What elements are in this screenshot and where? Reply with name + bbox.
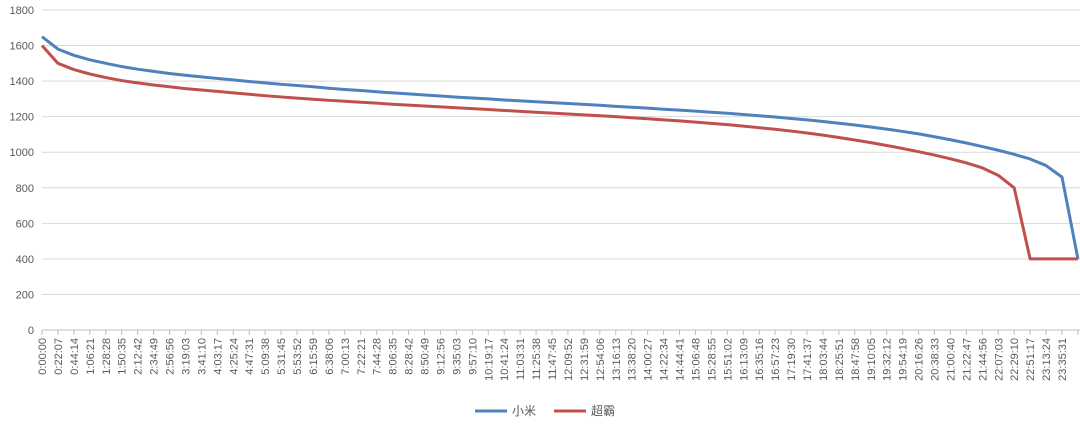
x-tick-label: 16:57:23 <box>770 338 782 381</box>
series-line <box>41 35 1080 260</box>
x-tick-label: 6:38:06 <box>324 338 336 375</box>
x-tick-label: 4:03:17 <box>212 338 224 375</box>
y-tick-label: 400 <box>16 254 34 266</box>
x-tick-label: 2:56:56 <box>165 338 177 375</box>
x-tick-label: 9:12:56 <box>435 338 447 375</box>
x-tick-label: 10:41:24 <box>499 338 511 381</box>
x-tick-label: 16:13:09 <box>738 338 750 381</box>
y-tick-label: 800 <box>16 183 34 195</box>
x-tick-label: 8:28:42 <box>404 338 416 375</box>
series-line <box>40 44 1078 261</box>
x-tick-label: 3:41:10 <box>196 338 208 375</box>
y-tick-label: 200 <box>16 289 34 301</box>
x-tick-label: 0:44:14 <box>69 338 81 375</box>
x-tick-label: 12:31:59 <box>579 338 591 381</box>
x-tick-label: 17:19:30 <box>786 338 798 381</box>
x-tick-label: 11:47:45 <box>547 338 559 380</box>
x-tick-label: 20:16:26 <box>914 338 926 381</box>
x-tick-label: 1:06:21 <box>85 338 97 375</box>
x-tick-label: 18:25:51 <box>834 338 846 381</box>
x-tick-label: 8:50:49 <box>420 338 432 375</box>
x-tick-label: 5:53:52 <box>292 338 304 375</box>
x-tick-label: 18:47:58 <box>850 338 862 381</box>
y-tick-label: 1000 <box>10 147 34 159</box>
x-tick-label: 1:50:35 <box>117 338 129 375</box>
x-tick-label: 6:15:59 <box>308 338 320 375</box>
x-tick-label: 12:09:52 <box>563 338 575 381</box>
x-tick-label: 0:22:07 <box>53 338 65 375</box>
x-tick-label: 8:06:35 <box>388 338 400 375</box>
x-tick-label: 2:12:42 <box>133 338 145 375</box>
x-tick-label: 23:13:24 <box>1041 338 1053 381</box>
x-tick-label: 19:10:05 <box>866 338 878 381</box>
y-tick-label: 1400 <box>10 76 34 88</box>
x-tick-label: 22:51:17 <box>1025 338 1037 381</box>
x-tick-label: 3:19:03 <box>180 338 192 375</box>
x-tick-label: 5:09:38 <box>260 338 272 375</box>
x-tick-label: 15:06:48 <box>690 338 702 381</box>
x-tick-label: 22:29:10 <box>1009 338 1021 381</box>
x-tick-label: 22:07:03 <box>993 338 1005 381</box>
x-tick-label: 1:28:28 <box>101 338 113 375</box>
x-tick-label: 21:22:47 <box>961 338 973 381</box>
x-tick-label: 16:35:16 <box>754 338 766 381</box>
x-tick-label: 13:38:20 <box>627 338 639 381</box>
x-tick-label: 7:44:28 <box>372 338 384 375</box>
x-tick-label: 12:54:06 <box>595 338 607 381</box>
x-tick-label: 11:25:38 <box>531 338 543 380</box>
x-tick-label: 4:47:31 <box>244 338 256 375</box>
x-tick-label: 2:34:49 <box>149 338 161 375</box>
x-tick-label: 7:00:13 <box>340 338 352 375</box>
legend-label: 小米 <box>512 404 536 418</box>
y-tick-label: 600 <box>16 218 34 230</box>
y-tick-label: 1800 <box>10 5 34 17</box>
x-tick-label: 7:22:21 <box>356 338 368 375</box>
x-tick-label: 15:51:02 <box>722 338 734 381</box>
x-tick-label: 19:32:12 <box>882 338 894 381</box>
y-tick-label: 1600 <box>10 41 34 53</box>
y-tick-label: 1200 <box>10 112 34 124</box>
x-tick-label: 5:31:45 <box>276 338 288 375</box>
x-tick-label: 13:16:13 <box>611 338 623 381</box>
x-tick-label: 18:03:44 <box>818 338 830 381</box>
x-tick-label: 0:00:00 <box>37 338 49 375</box>
x-tick-label: 21:00:40 <box>945 338 957 381</box>
y-tick-label: 0 <box>28 325 34 337</box>
legend-label: 超霸 <box>591 403 615 418</box>
x-tick-label: 23:35:31 <box>1057 338 1069 381</box>
x-tick-label: 9:57:10 <box>467 338 479 375</box>
x-tick-label: 4:25:24 <box>228 338 240 375</box>
x-tick-label: 9:35:03 <box>451 338 463 375</box>
x-tick-label: 14:44:41 <box>675 338 687 381</box>
x-tick-label: 17:41:37 <box>802 338 814 381</box>
x-tick-label: 15:28:55 <box>706 338 718 381</box>
x-tick-label: 19:54:19 <box>898 338 910 381</box>
x-tick-label: 11:03:31 <box>515 338 527 380</box>
x-tick-label: 20:38:33 <box>930 338 942 381</box>
x-tick-label: 10:19:17 <box>483 338 495 381</box>
x-tick-label: 21:44:56 <box>977 338 989 381</box>
x-tick-label: 14:22:34 <box>659 338 671 381</box>
x-tick-label: 14:00:27 <box>643 338 655 381</box>
